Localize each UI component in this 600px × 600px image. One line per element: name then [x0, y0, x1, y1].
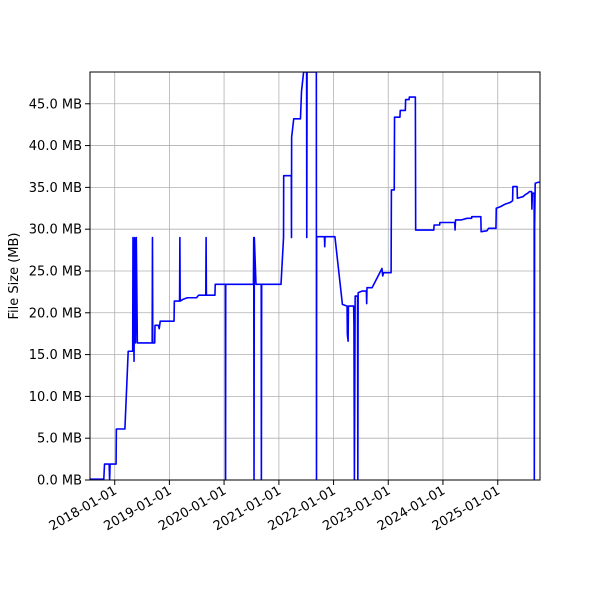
x-axis: 2018-01-012019-01-012020-01-012021-01-01… — [47, 480, 503, 534]
y-axis-label: File Size (MB) — [7, 233, 22, 320]
y-tick-label: 10.0 MB — [29, 390, 82, 405]
y-tick-label: 45.0 MB — [29, 97, 82, 112]
y-tick-label: 20.0 MB — [29, 306, 82, 321]
y-tick-label: 25.0 MB — [29, 264, 82, 279]
series-line-file-size — [90, 72, 540, 480]
y-tick-label: 35.0 MB — [29, 181, 82, 196]
y-tick-label: 5.0 MB — [37, 432, 82, 447]
y-tick-label: 15.0 MB — [29, 348, 82, 363]
y-tick-label: 0.0 MB — [37, 474, 82, 489]
y-axis: 0.0 MB 5.0 MB 10.0 MB 15.0 MB 20.0 MB 25.0 MB… — [29, 97, 90, 489]
y-tick-label: 30.0 MB — [29, 223, 82, 238]
grid — [90, 72, 540, 481]
y-tick-label: 40.0 MB — [29, 139, 82, 154]
plot-frame — [89, 71, 541, 481]
